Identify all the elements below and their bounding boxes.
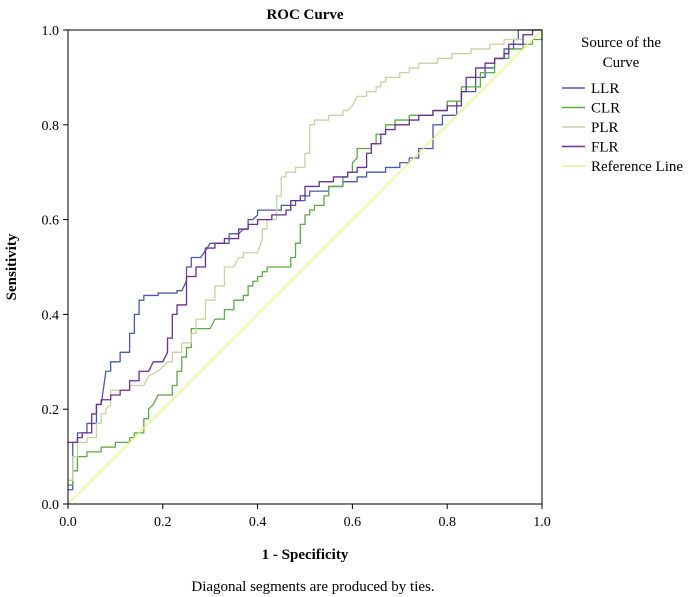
series-line-llr — [68, 29, 542, 491]
legend-items: LLR CLR PLR FLR Reference Line — [562, 81, 683, 175]
y-tick-label: 0.8 — [42, 119, 60, 134]
legend-label: Reference Line — [591, 159, 683, 175]
footnote: Diagonal segments are produced by ties. — [191, 579, 434, 595]
x-tick-label: 0.0 — [59, 515, 77, 530]
legend-item-llr: LLR — [562, 81, 619, 97]
legend-label: LLR — [591, 81, 619, 97]
legend-item-clr: CLR — [562, 101, 620, 117]
y-axis-label: Sensitivity — [4, 233, 20, 300]
y-tick-label: 0.0 — [42, 498, 60, 513]
series-line-reference-line — [67, 29, 543, 505]
y-tick-label: 1.0 — [42, 24, 60, 39]
series-line-plr — [68, 29, 542, 481]
chart-title: ROC Curve — [266, 7, 343, 23]
legend-item-flr: FLR — [562, 140, 619, 156]
tick-layer: 0.0 0.2 0.4 0.6 0.8 1.0 0.0 0.2 0.4 0.6 0.8 1.0 — [42, 24, 551, 530]
y-tick-label: 0.2 — [42, 403, 60, 418]
legend-label: PLR — [591, 120, 619, 136]
y-tick-label: 0.4 — [42, 308, 60, 323]
x-tick-label: 0.4 — [249, 515, 267, 530]
series-line-clr — [68, 30, 543, 486]
x-tick-label: 0.8 — [438, 515, 456, 530]
legend-label: FLR — [591, 140, 619, 156]
x-tick-label: 0.6 — [344, 515, 362, 530]
legend-title-line-2: Curve — [603, 55, 640, 71]
legend-label: CLR — [591, 101, 620, 117]
legend-item-plr: PLR — [562, 120, 619, 136]
x-tick-label: 1.0 — [533, 515, 551, 530]
series-line-flr — [68, 29, 542, 444]
legend-item-reference-line: Reference Line — [562, 159, 683, 175]
series-layer — [67, 29, 543, 505]
legend: Source of the Curve LLR CLR PLR FLR Referenc… — [562, 35, 683, 175]
y-tick-label: 0.6 — [42, 214, 60, 229]
x-axis-label: 1 - Specificity — [262, 547, 349, 563]
x-tick-label: 0.2 — [154, 515, 172, 530]
legend-title-line-1: Source of the — [581, 35, 661, 51]
plot-frame — [67, 29, 543, 505]
